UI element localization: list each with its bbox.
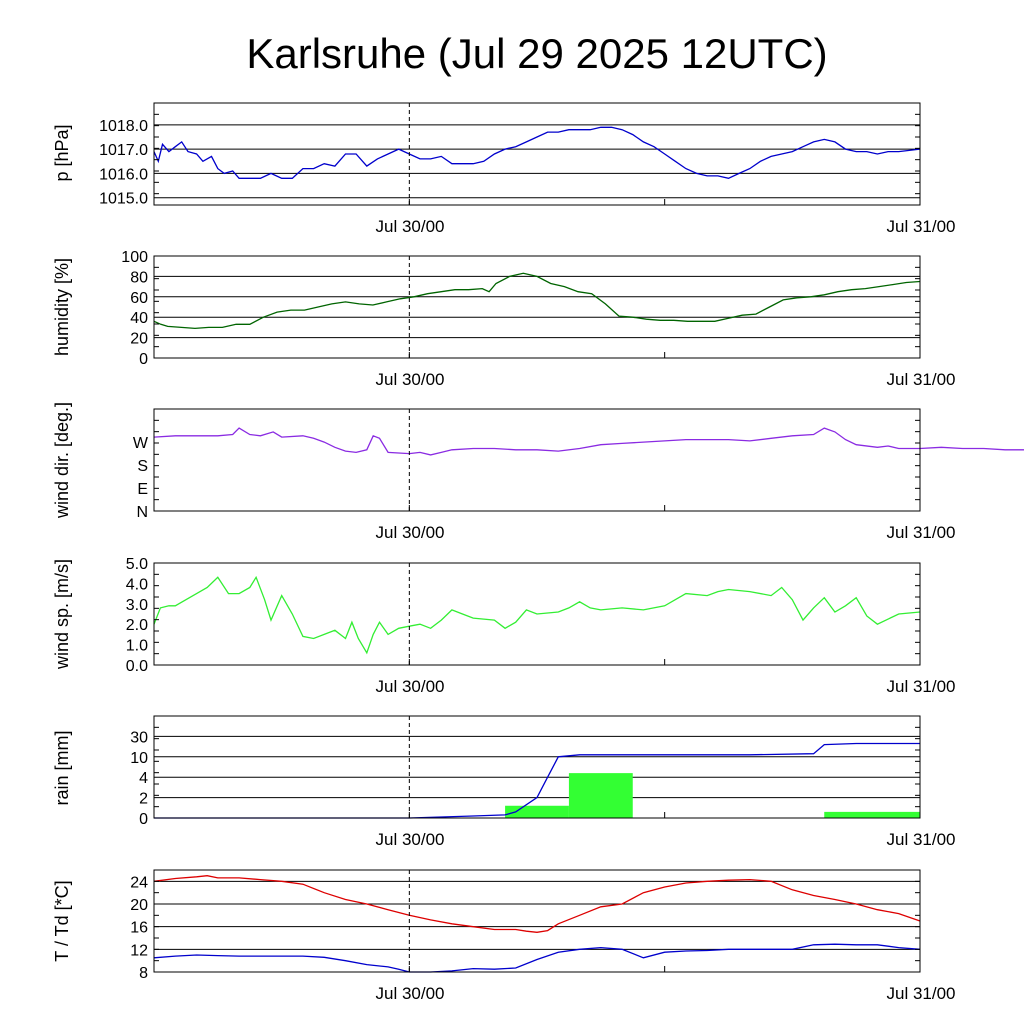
panel-humidity: 0 20 40 60 80 100 humidity [%] Jul 30/00 Jul 31/… [52,249,956,389]
panels: 1015.0 1016.0 1017.0 1018.0 p [hPa] Jul 30/00… [52,102,1024,1003]
y-tick-label: E [137,481,148,498]
panel-frame [153,869,921,973]
panel-wind_speed: 0.0 1.0 2.0 3.0 4.0 5.0 wind sp. [m/s] Jul 30/0… [52,556,956,696]
y-tick-label: 8 [139,965,148,982]
y-tick-label: 1017.0 [99,142,148,159]
chart-title: Karlsruhe (Jul 29 2025 12UTC) [246,30,827,77]
y-tick-label: 2.0 [126,617,148,634]
series-line-pressure-0 [153,126,921,179]
y-tick-label: 24 [130,874,148,891]
panel-frame [153,715,921,819]
y-tick-label: 1015.0 [99,191,148,208]
y-tick-label: 100 [121,249,148,266]
x-tick-label: Jul 31/00 [887,984,956,1003]
rain-bar [824,811,920,818]
y-tick-label: 2 [139,791,148,808]
rain-bar [568,773,633,818]
y-tick-label: 1018.0 [99,118,148,135]
y-tick-label: 0.0 [126,658,148,675]
y-tick-label: 12 [130,942,148,959]
y-axis-label: humidity [%] [52,258,72,356]
x-tick-label: Jul 30/00 [376,370,445,389]
x-tick-label: Jul 30/00 [376,523,445,542]
y-tick-label: 0 [139,351,148,368]
x-tick-label: Jul 30/00 [376,677,445,696]
y-axis-label: p [hPa] [52,124,72,181]
panel-frame [153,408,921,512]
y-axis-label: T / Td [*C] [52,880,72,961]
panel-temperature: 8 12 16 20 24 T / Td [*C] Jul 30/00 Jul 31/00 [52,869,956,1003]
x-tick-label: Jul 31/00 [887,370,956,389]
y-tick-label: 10 [130,750,148,767]
y-tick-label: 60 [130,290,148,307]
panel-frame [153,102,921,206]
y-tick-label: 80 [130,269,148,286]
y-axis-label: wind sp. [m/s] [52,559,72,670]
x-tick-label: Jul 30/00 [376,217,445,236]
y-tick-label: 4 [139,770,148,787]
x-tick-label: Jul 31/00 [887,217,956,236]
y-tick-label: 16 [130,920,148,937]
x-tick-label: Jul 30/00 [376,984,445,1003]
x-tick-label: Jul 31/00 [887,830,956,849]
y-axis-label: rain [mm] [52,730,72,805]
y-tick-label: W [133,435,149,452]
panel-frame [153,255,921,359]
y-tick-label: S [137,458,148,475]
panel-rain: 0 2 4 10 30 rain [mm] Jul 30/00 Jul 31/00 [52,715,956,849]
y-tick-label: 40 [130,310,148,327]
series-line-temperature-0 [153,875,921,933]
series-line-temperature-1 [153,943,921,973]
y-tick-label: 5.0 [126,556,148,573]
panel-pressure: 1015.0 1016.0 1017.0 1018.0 p [hPa] Jul 30/00… [52,102,956,236]
series-line-rain-1 [154,742,920,819]
y-tick-label: 0 [139,811,148,828]
y-tick-label: 1.0 [126,638,148,655]
y-tick-label: 1016.0 [99,166,148,183]
x-tick-label: Jul 31/00 [887,523,956,542]
y-tick-label: 30 [130,729,148,746]
y-tick-label: N [136,504,148,521]
x-tick-label: Jul 31/00 [887,677,956,696]
series-line-humidity-0 [153,272,921,330]
y-tick-label: 20 [130,331,148,348]
y-axis-label: wind dir. [deg.] [52,402,72,519]
x-tick-label: Jul 30/00 [376,830,445,849]
y-tick-label: 4.0 [126,576,148,593]
y-tick-label: 3.0 [126,597,148,614]
y-tick-label: 20 [130,897,148,914]
series-line-wind_speed-0 [153,575,921,655]
series-line-wind_direction-0 [153,427,1024,456]
panel-frame [153,562,921,666]
